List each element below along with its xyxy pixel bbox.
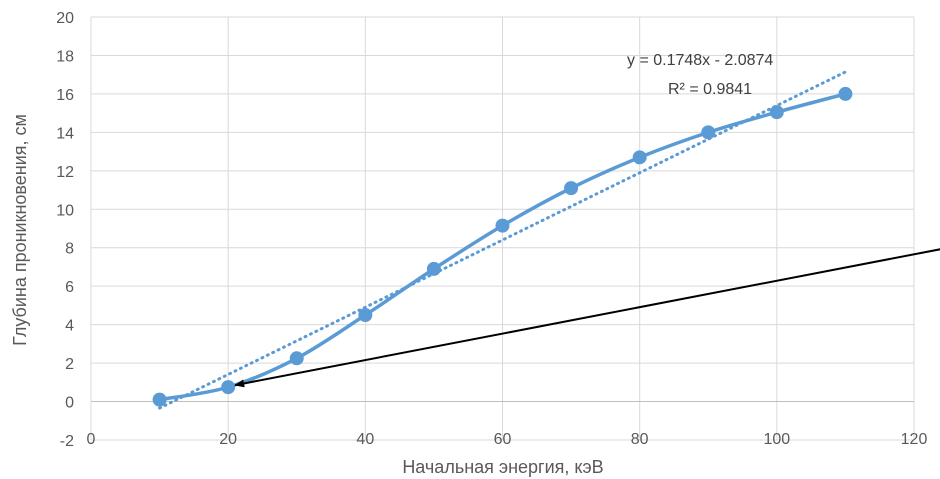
y-axis-title: Глубина проникновения, см — [10, 114, 30, 346]
y-tick-label: 4 — [65, 318, 74, 335]
y-tick-label: 0 — [65, 395, 74, 412]
data-point — [358, 308, 373, 323]
y-tick-label: 12 — [56, 164, 74, 181]
tick-labels: -2 0 2 4 6 8 10 12 14 16 18 20 0 20 40 60 80 100 120 — [56, 10, 927, 450]
data-point — [289, 351, 304, 366]
data-point — [221, 380, 236, 395]
x-tick-label: 0 — [87, 431, 96, 448]
y-tick-label: 8 — [65, 241, 74, 258]
gridlines — [90, 16, 915, 441]
y-tick-label: 20 — [56, 10, 74, 27]
x-tick-label: 40 — [356, 431, 374, 448]
data-point — [632, 150, 647, 165]
data-point — [426, 261, 441, 276]
data-point — [838, 86, 853, 101]
trendline-r-squared: R² = 0.9841 — [668, 81, 752, 98]
x-tick-label: 20 — [219, 431, 237, 448]
trendline-equation: y = 0.1748x - 2.0874 — [627, 52, 773, 69]
x-axis-title: Начальная энергия, кэВ — [402, 457, 603, 477]
y-tick-label: 2 — [65, 356, 74, 373]
data-point — [701, 125, 716, 140]
trendline — [158, 70, 847, 410]
data-point — [769, 105, 784, 120]
y-tick-label: 14 — [56, 125, 74, 142]
data-point — [495, 218, 510, 233]
y-tick-label: -2 — [60, 433, 74, 450]
y-tick-label: 6 — [65, 279, 74, 296]
x-tick-label: 120 — [901, 431, 928, 448]
data-point — [564, 181, 579, 196]
annotation-arrow — [234, 248, 940, 388]
y-tick-label: 10 — [56, 202, 74, 219]
x-tick-label: 80 — [631, 431, 649, 448]
annotation-layer — [234, 248, 940, 388]
x-tick-label: 60 — [494, 431, 512, 448]
x-tick-label: 100 — [763, 431, 790, 448]
y-tick-label: 18 — [56, 48, 74, 65]
y-tick-label: 16 — [56, 87, 74, 104]
series-layer — [152, 86, 853, 407]
trendline-layer — [158, 70, 847, 410]
data-point — [152, 392, 167, 407]
